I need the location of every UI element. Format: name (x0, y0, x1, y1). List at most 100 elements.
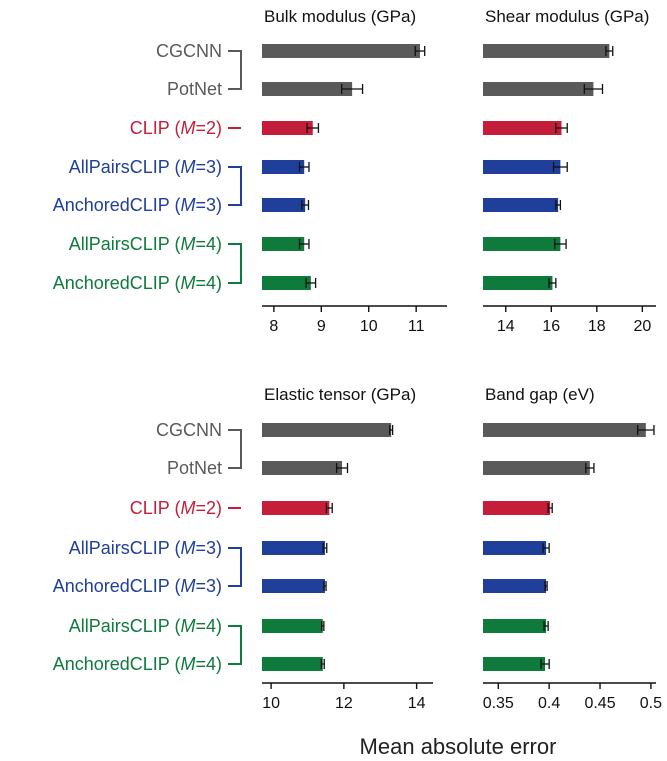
error-bar (540, 659, 550, 669)
x-tick-label: 16 (542, 318, 560, 335)
method-label: PotNet (167, 458, 222, 478)
bar (483, 121, 562, 135)
bar (262, 541, 325, 555)
method-label: AnchoredCLIP (M=4) (53, 654, 222, 674)
error-bar (555, 123, 568, 133)
error-bar (389, 425, 394, 435)
error-bar (637, 425, 655, 435)
bar (262, 657, 323, 671)
method-label: PotNet (167, 79, 222, 99)
bar (262, 276, 311, 290)
group-bracket (228, 166, 242, 206)
bar (262, 619, 323, 633)
error-bar (552, 162, 568, 172)
bar (483, 276, 553, 290)
x-tick-label: 0.5 (640, 695, 662, 712)
bar (483, 423, 646, 437)
error-bar (325, 503, 333, 513)
error-bar (321, 621, 325, 631)
bar (483, 237, 561, 251)
bar (483, 44, 610, 58)
group-bracket (228, 625, 242, 665)
error-bar (543, 621, 549, 631)
bar (483, 82, 594, 96)
bar (262, 461, 343, 475)
error-bar (583, 84, 604, 94)
bar (483, 619, 547, 633)
error-bar (305, 278, 317, 288)
error-bar (548, 278, 557, 288)
bar (262, 198, 306, 212)
error-bar (322, 543, 328, 553)
bar (483, 501, 551, 515)
bar (483, 579, 547, 593)
bar (262, 237, 305, 251)
x-tick-label: 9 (317, 318, 326, 335)
x-tick-label: 0.35 (483, 695, 514, 712)
method-label: AnchoredCLIP (M=3) (53, 195, 222, 215)
group-brackets (228, 50, 242, 665)
error-bar (320, 659, 325, 669)
error-bar (554, 239, 567, 249)
bar (262, 423, 392, 437)
panel-3: Elastic tensor (GPa) 10 12 14 (262, 385, 433, 712)
error-bar (414, 46, 426, 56)
method-label: AnchoredCLIP (M=4) (53, 273, 222, 293)
x-tick-label: 8 (269, 318, 278, 335)
method-label: AllPairsCLIP (M=4) (69, 616, 222, 636)
x-tick-label: 18 (588, 318, 606, 335)
error-bar (542, 543, 550, 553)
error-bar (298, 162, 310, 172)
bar (262, 121, 313, 135)
method-label: AnchoredCLIP (M=3) (53, 576, 222, 596)
bar (262, 44, 420, 58)
bar (483, 657, 546, 671)
x-tick-label: 20 (633, 318, 651, 335)
error-bar (298, 239, 310, 249)
error-bar (306, 123, 320, 133)
group-bracket (228, 547, 242, 587)
bar (262, 82, 353, 96)
error-bar (555, 200, 562, 210)
x-tick-label: 0.45 (584, 695, 615, 712)
method-label: AllPairsCLIP (M=3) (69, 538, 222, 558)
chart-panels: Bulk modulus (GPa) 8 9 10 11 Shear modulus (G… (262, 7, 662, 712)
x-tick-label: 0.4 (538, 695, 560, 712)
group-bracket (228, 243, 242, 284)
panel-title: Band gap (eV) (485, 385, 595, 404)
error-bar (547, 503, 553, 513)
x-tick-label: 12 (335, 695, 353, 712)
group-bracket (228, 429, 242, 469)
panel-2: Shear modulus (GPa) 14 16 18 20 (483, 7, 656, 335)
method-label: CGCNN (156, 41, 222, 61)
method-label: AllPairsCLIP (M=3) (69, 157, 222, 177)
bar (262, 579, 325, 593)
panel-title: Shear modulus (GPa) (485, 7, 649, 26)
bar (483, 541, 547, 555)
error-bar (335, 463, 349, 473)
bar (483, 461, 590, 475)
panel-title: Elastic tensor (GPa) (264, 385, 416, 404)
x-axis-label: Mean absolute error (360, 734, 557, 759)
method-label: AllPairsCLIP (M=4) (69, 234, 222, 254)
x-tick-label: 14 (408, 695, 426, 712)
bar (262, 501, 330, 515)
method-label: CLIP (M=2) (130, 498, 222, 518)
method-label: CLIP (M=2) (130, 118, 222, 138)
panel-1: Bulk modulus (GPa) 8 9 10 11 (262, 7, 447, 335)
x-tick-label: 14 (497, 318, 515, 335)
x-tick-label: 11 (408, 318, 425, 335)
panel-title: Bulk modulus (GPa) (264, 7, 416, 26)
bar (483, 198, 559, 212)
error-bar (341, 84, 364, 94)
method-labels-bottom: CGCNN PotNet CLIP (M=2) AllPairsCLIP (M=3) A… (53, 420, 222, 674)
error-bar (585, 463, 595, 473)
method-label: CGCNN (156, 420, 222, 440)
error-bar (544, 581, 548, 591)
bar (262, 160, 305, 174)
x-tick-label: 10 (360, 318, 378, 335)
error-bar (323, 581, 327, 591)
error-bar (301, 200, 310, 210)
method-labels-top: CGCNN PotNet CLIP (M=2) AllPairsCLIP (M=3) A… (53, 41, 222, 293)
